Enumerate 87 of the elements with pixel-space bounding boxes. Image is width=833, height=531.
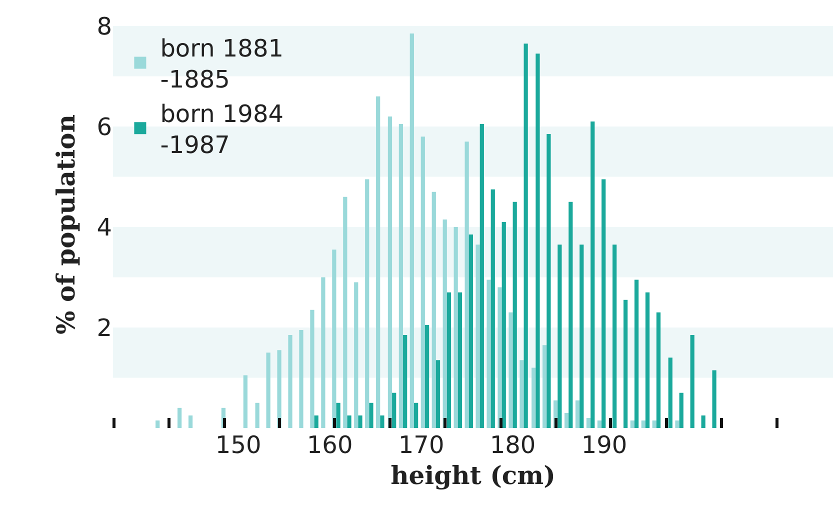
bar: [568, 202, 573, 428]
bar: [464, 142, 469, 428]
bar: [410, 34, 414, 428]
bar: [645, 292, 650, 428]
bar: [498, 287, 502, 428]
bar: [586, 418, 591, 428]
bar: [712, 370, 716, 428]
bar: [321, 277, 326, 428]
bar: [480, 124, 484, 428]
bar: [403, 335, 408, 428]
bar: [690, 335, 694, 428]
bar: [336, 402, 340, 428]
bar: [558, 244, 562, 428]
x-tick-label: 160: [306, 431, 353, 459]
bar: [398, 124, 404, 428]
bar: [634, 280, 639, 428]
bar: [446, 292, 452, 428]
bar: [156, 420, 160, 428]
bar: [388, 116, 392, 428]
bar: [468, 234, 473, 428]
bar: [332, 250, 336, 428]
bar: [602, 179, 606, 428]
bar: [675, 420, 680, 428]
bar: [343, 196, 348, 428]
bar: [442, 219, 447, 428]
bar: [512, 202, 517, 428]
bar: [597, 420, 602, 428]
bar: [502, 222, 506, 428]
legend-label: born 1984 -1987: [160, 100, 284, 160]
y-tick-label: 6: [96, 112, 112, 141]
bar: [392, 392, 396, 428]
x-axis-title: height (cm): [390, 461, 556, 490]
bar: [564, 412, 569, 428]
bar: [641, 420, 646, 428]
y-tick-label: 2: [96, 314, 112, 342]
bar: [178, 408, 182, 428]
bar: [524, 44, 528, 428]
bar: [532, 368, 536, 428]
bar: [612, 244, 617, 428]
bar: [679, 392, 684, 428]
bar: [454, 227, 458, 428]
bar: [347, 415, 352, 428]
bar: [314, 415, 318, 428]
bar: [656, 312, 661, 428]
x-tick-label: 170: [398, 431, 444, 459]
bar: [652, 420, 656, 428]
bar: [354, 282, 358, 428]
bar: [486, 280, 491, 428]
bar: [630, 420, 634, 428]
bar: [380, 415, 384, 428]
bar: [288, 335, 292, 428]
bar: [624, 300, 628, 428]
bar: [546, 134, 551, 428]
bar: [376, 96, 380, 428]
bar: [490, 189, 495, 428]
bar: [432, 192, 436, 428]
bar: [590, 121, 595, 428]
bar: [520, 360, 524, 428]
bar: [536, 54, 540, 428]
bar: [476, 244, 480, 428]
bar: [255, 402, 260, 428]
y-axis-title: % of population: [51, 114, 80, 334]
bar: [243, 375, 248, 428]
y-tick-label: 8: [96, 12, 112, 40]
bar: [580, 244, 584, 428]
bar: [369, 402, 374, 428]
bar: [310, 310, 314, 428]
bar: [188, 415, 193, 428]
bar: [508, 312, 513, 428]
bar: [542, 345, 547, 428]
bar: [420, 136, 425, 428]
x-tick-label: 190: [581, 431, 628, 459]
bar: [266, 352, 270, 428]
x-tick-label: 150: [215, 431, 262, 459]
bar: [668, 358, 672, 428]
bar: [436, 360, 440, 428]
bar: [414, 402, 418, 428]
x-tick-label: 180: [490, 431, 536, 459]
bar: [365, 179, 370, 428]
bar: [424, 324, 430, 428]
bar: [358, 415, 362, 428]
bar: [277, 350, 282, 428]
y-tick-label: 4: [96, 213, 112, 242]
bar: [458, 292, 462, 428]
bar: [575, 400, 580, 428]
bar: [299, 330, 304, 428]
bar: [701, 415, 706, 428]
